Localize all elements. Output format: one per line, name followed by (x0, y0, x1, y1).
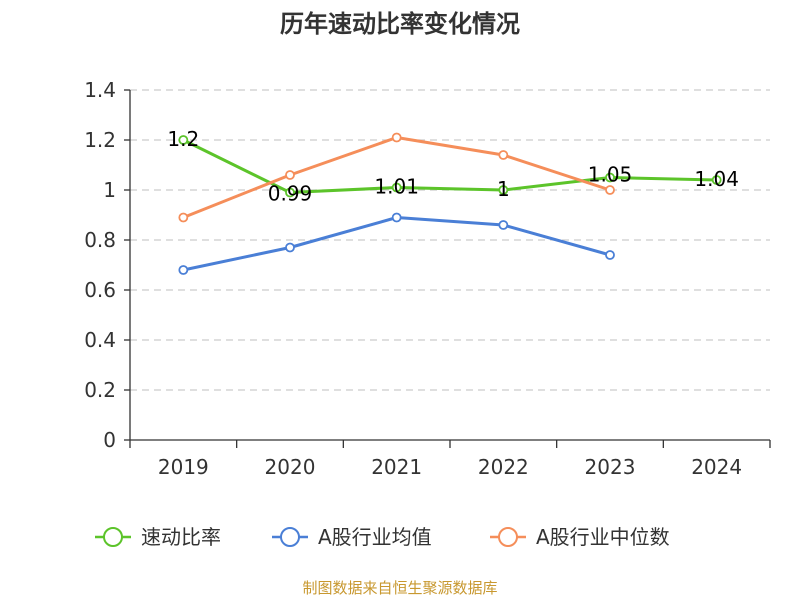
data-labels: 1.2 0.99 1.01 1 1.05 1.04 (167, 127, 739, 206)
y-tick-label: 0.8 (84, 228, 116, 252)
y-axis: 0 0.2 0.4 0.6 0.8 1 1.2 1.4 (84, 78, 131, 452)
data-point (285, 242, 295, 253)
legend-swatch-marker (103, 527, 123, 547)
data-point (178, 135, 189, 145)
data-point (498, 185, 509, 195)
x-axis: 2019 2020 2021 2022 2023 2024 (129, 439, 771, 479)
data-point (391, 182, 402, 193)
legend-label: A股行业中位数 (536, 525, 670, 549)
y-tick-label: 1.4 (84, 78, 116, 102)
series-line-0 (182, 138, 717, 194)
data-point (498, 220, 509, 230)
data-label: 1.2 (167, 127, 199, 151)
data-point (605, 250, 615, 260)
data-point (605, 172, 615, 183)
y-tick-label: 0 (103, 428, 116, 452)
y-tick-label: 0.6 (84, 278, 116, 302)
data-point (391, 212, 402, 223)
y-tick-label: 1 (103, 178, 116, 202)
legend-swatch-marker (498, 527, 518, 547)
chart-title: 历年速动比率变化情况 (280, 10, 520, 38)
y-tick-label: 0.2 (84, 378, 116, 402)
x-tick-label: 2022 (478, 455, 529, 479)
series-line-1 (182, 216, 611, 272)
legend-label: 速动比率 (141, 525, 221, 549)
grid-lines (130, 89, 770, 391)
x-tick-label: 2019 (158, 455, 209, 479)
legend-label: A股行业均值 (318, 525, 432, 549)
data-point (605, 185, 615, 195)
data-label: 1.05 (588, 163, 633, 187)
x-tick-label: 2024 (691, 455, 742, 479)
series-group (178, 132, 722, 275)
data-label: 1.01 (374, 175, 419, 199)
x-tick-label: 2023 (585, 455, 636, 479)
data-point (285, 170, 295, 180)
data-point (391, 132, 402, 143)
data-label: 1.04 (694, 167, 739, 191)
y-tick-label: 1.2 (84, 128, 116, 152)
x-tick-label: 2021 (371, 455, 422, 479)
data-point (285, 187, 295, 198)
source-note: 制图数据来自恒生聚源数据库 (302, 579, 497, 597)
data-label: 0.99 (268, 182, 313, 206)
data-point (498, 150, 509, 160)
data-label: 1 (497, 177, 510, 201)
legend: 速动比率 A股行业均值 A股行业中位数 (95, 525, 670, 549)
legend-swatch-marker (280, 527, 300, 547)
x-tick-label: 2020 (265, 455, 316, 479)
data-point (178, 212, 189, 223)
y-tick-label: 0.4 (84, 328, 116, 352)
data-point (711, 175, 722, 185)
data-point (178, 265, 189, 275)
